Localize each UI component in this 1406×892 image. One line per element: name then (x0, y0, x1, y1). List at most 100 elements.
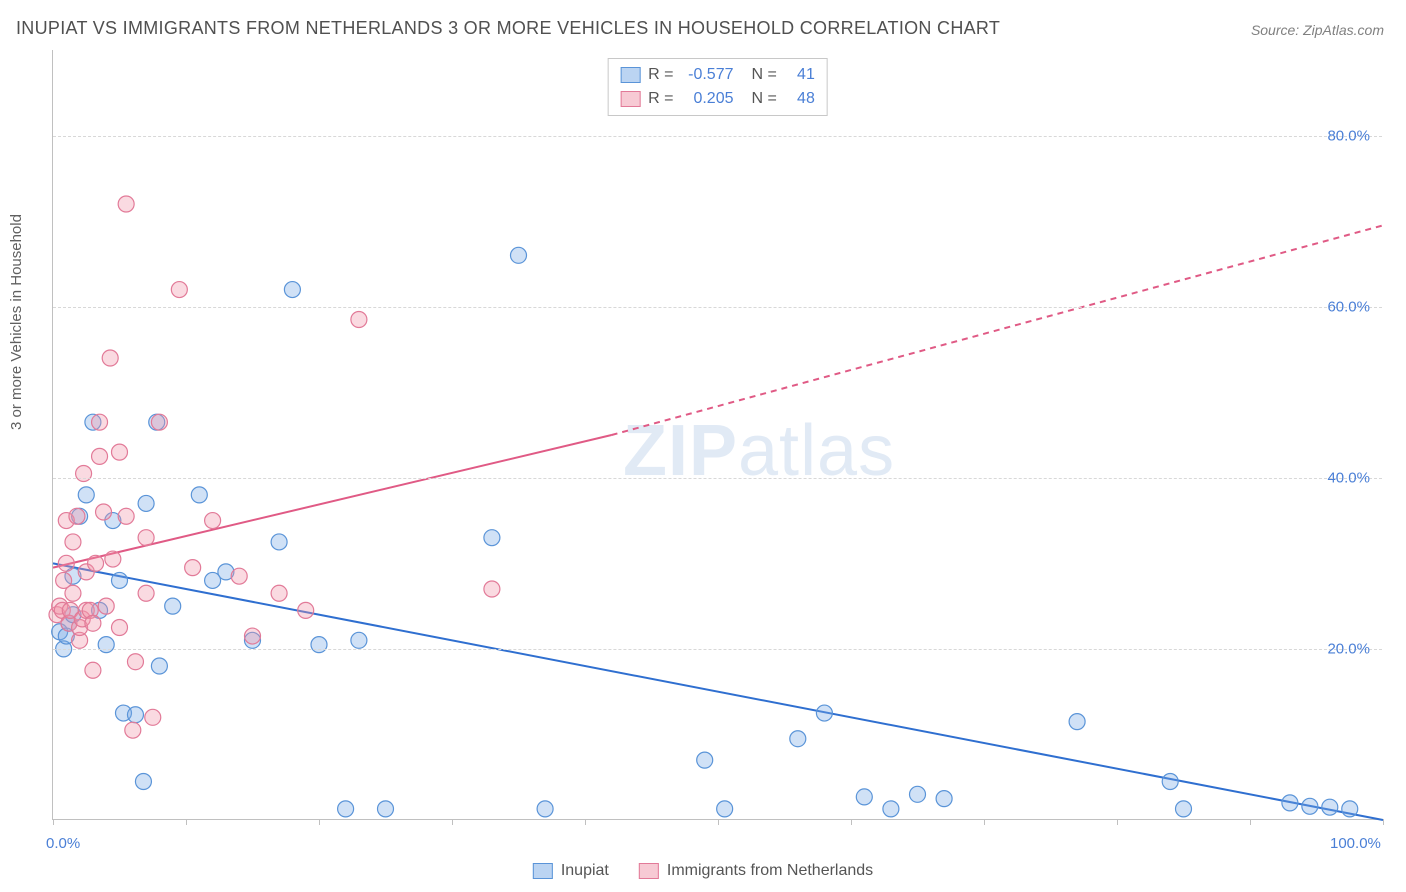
stat-r-value: 0.205 (682, 87, 734, 111)
data-point (511, 247, 527, 263)
bottom-legend: Inupiat Immigrants from Netherlands (533, 862, 873, 880)
data-point (537, 801, 553, 817)
source-attribution: Source: ZipAtlas.com (1251, 22, 1384, 38)
chart-svg (53, 50, 1382, 819)
x-tick (1117, 819, 1118, 825)
data-point (165, 598, 181, 614)
gridline (53, 136, 1382, 137)
gridline (53, 649, 1382, 650)
data-point (1342, 801, 1358, 817)
x-tick (718, 819, 719, 825)
stat-n-value: 48 (785, 87, 815, 111)
data-point (378, 801, 394, 817)
data-point (1302, 798, 1318, 814)
data-point (790, 731, 806, 747)
x-tick (319, 819, 320, 825)
stat-n-label: N = (752, 87, 777, 111)
trend-line-solid (53, 435, 612, 568)
y-axis-label: 3 or more Vehicles in Household (8, 214, 25, 430)
legend-swatch (639, 863, 659, 879)
data-point (138, 530, 154, 546)
data-point (145, 709, 161, 725)
data-point (69, 508, 85, 524)
x-tick (851, 819, 852, 825)
y-tick-label: 40.0% (1327, 469, 1370, 486)
stats-row: R = -0.577 N = 41 (620, 63, 815, 87)
data-point (351, 312, 367, 328)
data-point (65, 534, 81, 550)
data-point (936, 791, 952, 807)
data-point (856, 789, 872, 805)
stat-n-label: N = (752, 63, 777, 87)
data-point (351, 632, 367, 648)
legend-swatch (620, 67, 640, 83)
data-point (58, 555, 74, 571)
chart-title: INUPIAT VS IMMIGRANTS FROM NETHERLANDS 3… (16, 18, 1000, 39)
data-point (171, 282, 187, 298)
y-tick-label: 80.0% (1327, 127, 1370, 144)
stat-n-value: 41 (785, 63, 815, 87)
data-point (96, 504, 112, 520)
data-point (298, 602, 314, 618)
data-point (118, 196, 134, 212)
stat-r-label: R = (648, 87, 673, 111)
data-point (271, 585, 287, 601)
data-point (1176, 801, 1192, 817)
x-tick (585, 819, 586, 825)
data-point (92, 414, 108, 430)
x-tick-label: 0.0% (46, 835, 80, 852)
data-point (151, 414, 167, 430)
data-point (484, 581, 500, 597)
data-point (284, 282, 300, 298)
data-point (1282, 795, 1298, 811)
trend-line-dashed (612, 225, 1383, 435)
data-point (88, 555, 104, 571)
data-point (271, 534, 287, 550)
x-tick (186, 819, 187, 825)
gridline (53, 478, 1382, 479)
data-point (105, 551, 121, 567)
data-point (717, 801, 733, 817)
data-point (185, 560, 201, 576)
stat-r-label: R = (648, 63, 673, 87)
legend-swatch (620, 91, 640, 107)
data-point (205, 513, 221, 529)
data-point (1322, 799, 1338, 815)
gridline (53, 307, 1382, 308)
data-point (138, 585, 154, 601)
data-point (138, 495, 154, 511)
trend-line (53, 563, 1383, 820)
stats-row: R = 0.205 N = 48 (620, 87, 815, 111)
data-point (98, 598, 114, 614)
data-point (102, 350, 118, 366)
data-point (112, 620, 128, 636)
data-point (1162, 774, 1178, 790)
data-point (112, 444, 128, 460)
data-point (910, 786, 926, 802)
data-point (311, 637, 327, 653)
data-point (118, 508, 134, 524)
data-point (127, 654, 143, 670)
x-tick (984, 819, 985, 825)
data-point (112, 572, 128, 588)
data-point (338, 801, 354, 817)
stats-box: R = -0.577 N = 41 R = 0.205 N = 48 (607, 58, 828, 116)
data-point (1069, 714, 1085, 730)
legend-swatch (533, 863, 553, 879)
data-point (883, 801, 899, 817)
data-point (85, 615, 101, 631)
data-point (78, 487, 94, 503)
legend-label: Inupiat (561, 862, 609, 880)
data-point (125, 722, 141, 738)
stat-r-value: -0.577 (682, 63, 734, 87)
data-point (98, 637, 114, 653)
y-tick-label: 60.0% (1327, 298, 1370, 315)
x-tick-label: 100.0% (1330, 835, 1381, 852)
y-tick-label: 20.0% (1327, 640, 1370, 657)
x-tick (1250, 819, 1251, 825)
data-point (127, 707, 143, 723)
plot-area: ZIPatlas R =-0.577N =41R =0.205N =48 20.… (52, 50, 1382, 820)
legend-label: Immigrants from Netherlands (667, 862, 873, 880)
legend-item: Inupiat (533, 862, 609, 880)
x-tick (53, 819, 54, 825)
